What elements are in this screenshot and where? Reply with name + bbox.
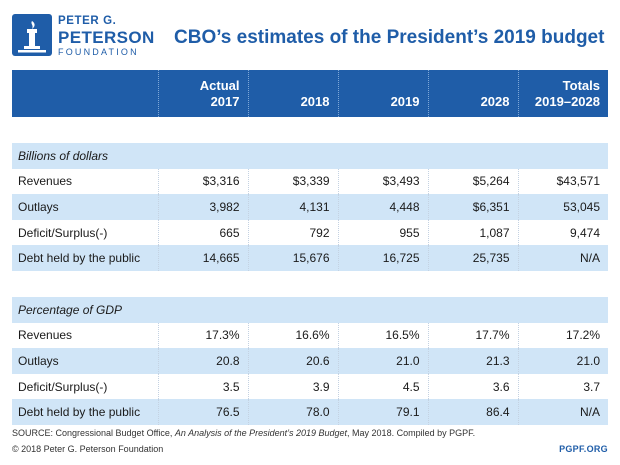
row-label: Outlays <box>12 194 158 220</box>
row-label: Outlays <box>12 348 158 374</box>
cell: 16,725 <box>337 245 428 271</box>
table-row: Debt held by the public 14,665 15,676 16… <box>12 245 608 271</box>
table-header-row: Actual 2017 2018 2019 2028 Totals 2019–202… <box>12 70 608 117</box>
header-cell-2028: 2028 <box>427 70 518 117</box>
page-title: CBO’s estimates of the President’s 2019 … <box>174 27 605 48</box>
table-row: Revenues $3,316 $3,339 $3,493 $5,264 $43… <box>12 168 608 195</box>
cell: 76.5 <box>157 399 248 425</box>
cell: 21.3 <box>427 348 518 374</box>
cell: 3,982 <box>157 194 248 220</box>
table-row: Outlays 20.8 20.6 21.0 21.3 21.0 <box>12 348 608 374</box>
source-note: SOURCE: Congressional Budget Office, An … <box>12 428 476 438</box>
logo-line-1: PETER G. <box>58 15 117 27</box>
section-heading-gdp: Percentage of GDP <box>12 296 608 323</box>
table-row: Deficit/Surplus(-) 3.5 3.9 4.5 3.6 3.7 <box>12 373 608 400</box>
cell: 53,045 <box>517 194 608 220</box>
cell: 21.0 <box>337 348 428 374</box>
section-heading-dollars: Billions of dollars <box>12 143 608 169</box>
cell: 16.6% <box>247 322 338 349</box>
cell: 86.4 <box>427 399 518 425</box>
row-label: Revenues <box>18 174 73 189</box>
cell: $43,571 <box>517 168 608 195</box>
cell: N/A <box>517 245 608 271</box>
cell: $6,351 <box>427 194 518 220</box>
logo-line-2: PETERSON <box>58 27 155 47</box>
header-cell-totals: Totals 2019–2028 <box>517 70 608 117</box>
header-cell-2019: 2019 <box>337 70 428 117</box>
cell: 20.8 <box>157 348 248 374</box>
table-row: Deficit/Surplus(-) 665 792 955 1,087 9,4… <box>12 219 608 246</box>
cell: $3,339 <box>247 168 338 195</box>
logo-wordmark: PETER G. PETERSON FOUNDATION <box>58 15 155 57</box>
table-spacer <box>12 271 608 297</box>
header-cell-2018: 2018 <box>247 70 338 117</box>
cell: 9,474 <box>517 219 608 246</box>
row-label: Debt held by the public <box>12 245 158 271</box>
cell: 21.0 <box>517 348 608 374</box>
table-spacer <box>12 117 608 143</box>
cell: 14,665 <box>157 245 248 271</box>
cell: 955 <box>337 219 428 246</box>
cell: 79.1 <box>337 399 428 425</box>
budget-table: Actual 2017 2018 2019 2028 Totals 2019–202… <box>12 70 608 425</box>
foundation-logo-icon <box>12 14 52 56</box>
site-link[interactable]: PGPF.ORG <box>559 444 608 454</box>
header: PETER G. PETERSON FOUNDATION CBO’s estim… <box>12 12 608 62</box>
cell: 16.5% <box>337 322 428 349</box>
cell: 78.0 <box>247 399 338 425</box>
cell: 4,448 <box>337 194 428 220</box>
cell: 3.5 <box>157 373 248 400</box>
row-label: Deficit/Surplus(-) <box>18 225 108 240</box>
cell: 4.5 <box>337 373 428 400</box>
row-label: Revenues <box>18 328 73 343</box>
cell: 17.2% <box>517 322 608 349</box>
table-row: Outlays 3,982 4,131 4,448 $6,351 53,045 <box>12 194 608 220</box>
cell: N/A <box>517 399 608 425</box>
row-label: Deficit/Surplus(-) <box>18 379 108 394</box>
header-cell-2017: Actual 2017 <box>157 70 248 117</box>
cell: 20.6 <box>247 348 338 374</box>
table-row: Revenues 17.3% 16.6% 16.5% 17.7% 17.2% <box>12 322 608 349</box>
cell: 3.6 <box>427 373 518 400</box>
cell: $3,316 <box>157 168 248 195</box>
header-cell-label <box>12 70 158 117</box>
cell: 3.9 <box>247 373 338 400</box>
cell: 4,131 <box>247 194 338 220</box>
cell: 3.7 <box>517 373 608 400</box>
cell: $5,264 <box>427 168 518 195</box>
row-label: Debt held by the public <box>12 399 158 425</box>
cell: $3,493 <box>337 168 428 195</box>
cell: 25,735 <box>427 245 518 271</box>
cell: 1,087 <box>427 219 518 246</box>
cell: 17.7% <box>427 322 518 349</box>
cell: 792 <box>247 219 338 246</box>
copyright-note: © 2018 Peter G. Peterson Foundation <box>12 444 164 454</box>
logo-line-3: FOUNDATION <box>58 46 139 57</box>
cell: 665 <box>157 219 248 246</box>
cell: 15,676 <box>247 245 338 271</box>
table-row: Debt held by the public 76.5 78.0 79.1 8… <box>12 399 608 425</box>
cell: 17.3% <box>157 322 248 349</box>
